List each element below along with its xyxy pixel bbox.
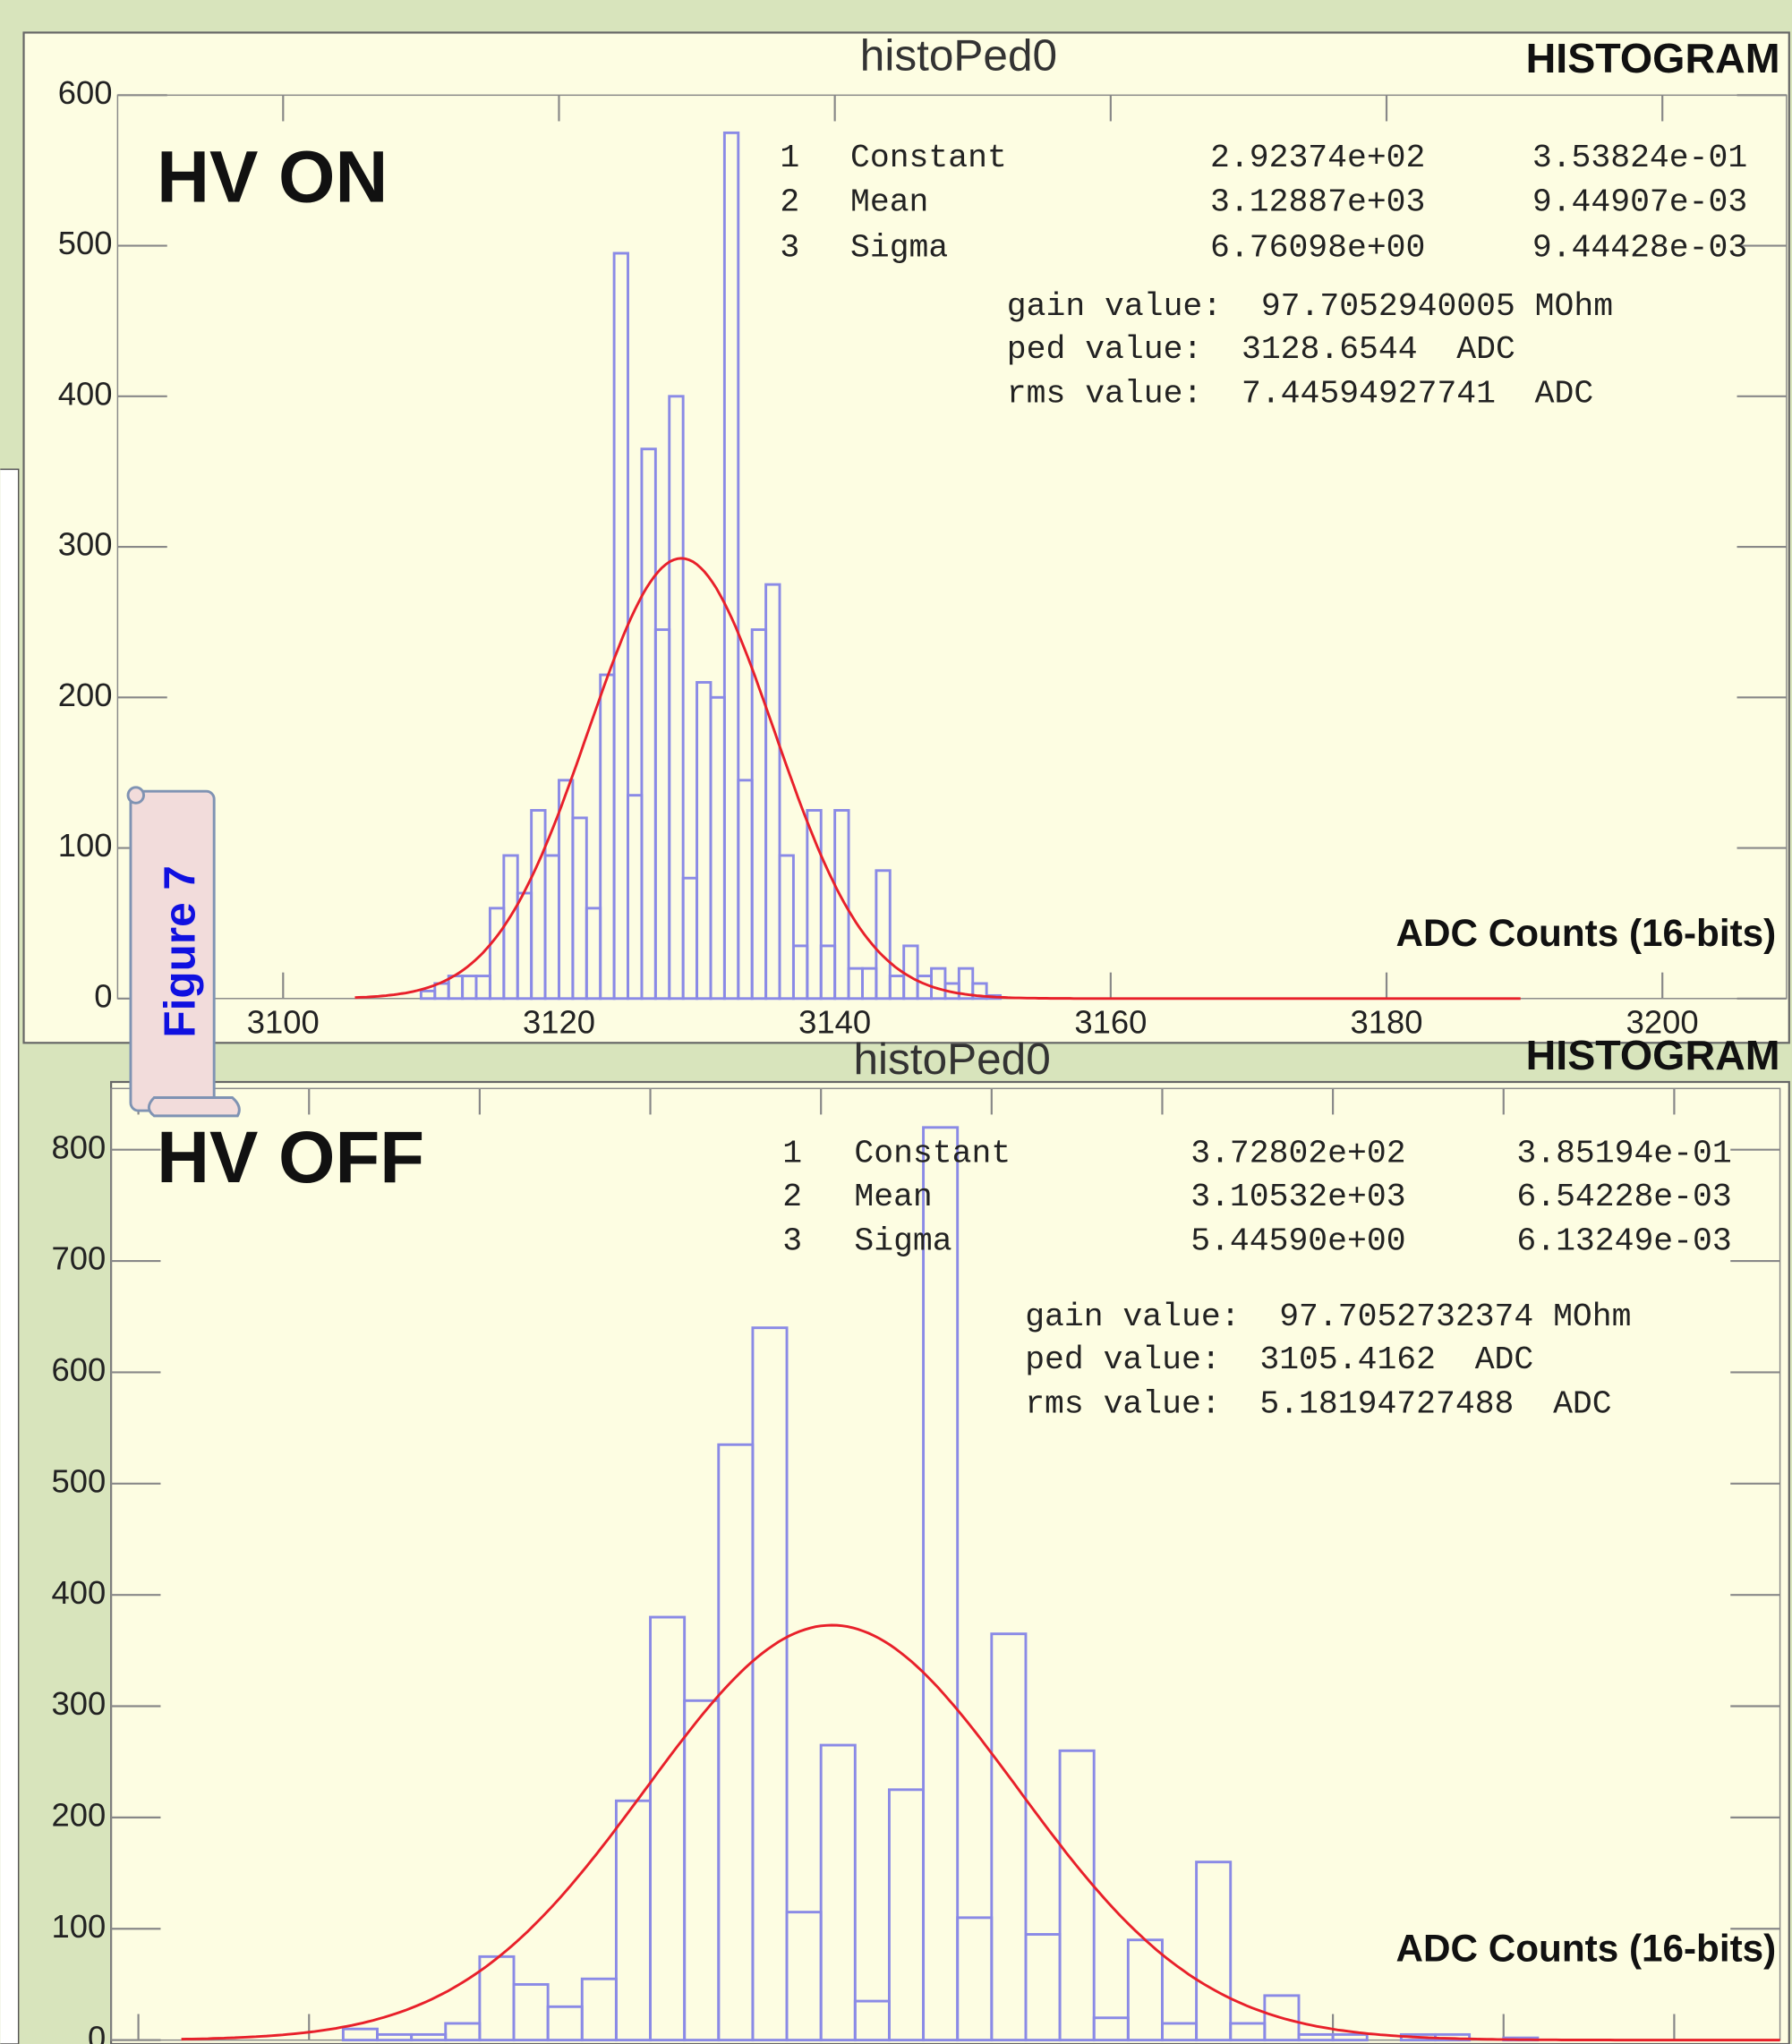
histogram-bar xyxy=(778,854,795,1001)
annotation: rms value: 5.18194727488 ADC xyxy=(1025,1385,1611,1422)
fit-name: Sigma xyxy=(850,229,948,266)
y-tick-label: 300 xyxy=(58,526,113,563)
x-axis-label: ADC Counts (16-bits) xyxy=(1396,912,1777,954)
fit-value: 2.92374e+02 xyxy=(1210,140,1425,176)
scroll-curl xyxy=(126,786,145,805)
fit-error: 3.53824e-01 xyxy=(1532,140,1747,176)
x-tick-label: 3115 xyxy=(1127,2041,1197,2044)
histogram-bar xyxy=(922,1126,960,2042)
histogram-bar xyxy=(990,1632,1028,2042)
fit-index: 1 xyxy=(780,140,799,176)
fit-error: 6.54228e-03 xyxy=(1516,1179,1731,1215)
fit-name: Constant xyxy=(854,1136,1011,1172)
y-tick-label: 200 xyxy=(52,1797,107,1834)
y-tick-label: 800 xyxy=(52,1128,107,1165)
x-tick-label: 3100 xyxy=(614,2041,687,2044)
x-tick-label: 3125 xyxy=(1467,2041,1540,2044)
y-tick-label: 600 xyxy=(58,74,113,111)
histogram-bar xyxy=(751,1326,789,2042)
x-tick-label: 3110 xyxy=(957,2041,1027,2044)
histogram-bar xyxy=(1263,1994,1301,2042)
fit-value: 6.76098e+00 xyxy=(1210,229,1425,266)
y-tick-label: 100 xyxy=(58,827,113,864)
histogram-bar xyxy=(1195,1861,1233,2042)
fit-value: 3.10532e+03 xyxy=(1190,1179,1405,1215)
x-tick-label: 3095 xyxy=(443,2041,516,2044)
histogram-bar xyxy=(806,809,823,1001)
figure-scroll: Figure 7 xyxy=(126,786,241,1118)
scroll-curl xyxy=(147,1096,241,1118)
annotation: gain value: 97.7052732374 MOhm xyxy=(1025,1299,1631,1335)
fit-value: 3.12887e+03 xyxy=(1210,183,1425,220)
fit-index: 3 xyxy=(782,1222,802,1259)
x-tick-label: 3090 xyxy=(273,2041,346,2044)
y-tick-label: 0 xyxy=(94,977,112,1014)
histogram-bar xyxy=(668,395,685,1001)
fit-curve xyxy=(354,557,1521,1001)
fit-name: Mean xyxy=(850,183,928,220)
x-tick-label: 3100 xyxy=(247,1004,320,1041)
fit-error: 3.85194e-01 xyxy=(1516,1136,1731,1172)
histogram-bar xyxy=(764,583,781,1001)
panel-label: HV ON xyxy=(157,136,388,217)
fit-value: 3.72802e+02 xyxy=(1190,1136,1405,1172)
histogram-bar xyxy=(722,131,740,1001)
fit-error: 9.44907e-03 xyxy=(1532,183,1747,220)
side-panel xyxy=(0,468,20,2044)
histogram-bar xyxy=(833,809,850,1001)
chart-title: histoPed0 xyxy=(860,31,1057,81)
frame xyxy=(22,31,1790,1044)
histogram-bar xyxy=(1331,2032,1369,2042)
fit-name: Sigma xyxy=(854,1222,951,1259)
y-tick-label: 100 xyxy=(52,1908,107,1945)
y-tick-label: 0 xyxy=(88,2019,106,2044)
y-tick-label: 400 xyxy=(52,1574,107,1611)
y-tick-label: 500 xyxy=(52,1462,107,1499)
fit-index: 3 xyxy=(780,229,799,266)
y-tick-label: 400 xyxy=(58,375,113,412)
fit-index: 2 xyxy=(780,183,799,220)
annotation: rms value: 7.44594927741 ADC xyxy=(1007,376,1593,413)
y-tick-label: 700 xyxy=(52,1240,107,1277)
x-tick-label: 3120 xyxy=(1297,2041,1370,2044)
x-tick-label: 3200 xyxy=(1626,1004,1699,1041)
annotation: ped value: 3105.4162 ADC xyxy=(1025,1341,1533,1378)
fit-value: 5.44590e+00 xyxy=(1190,1222,1405,1259)
panel-label: HV OFF xyxy=(157,1117,424,1198)
x-axis-label: ADC Counts (16-bits) xyxy=(1396,1928,1777,1970)
frame xyxy=(110,1080,1790,2044)
histogram-bar xyxy=(1058,1749,1096,2042)
y-tick-label: 200 xyxy=(58,677,113,713)
fit-index: 1 xyxy=(782,1136,802,1172)
fit-name: Mean xyxy=(854,1179,932,1215)
annotation: gain value: 97.7052940005 MOhm xyxy=(1007,288,1613,325)
x-tick-label: 3105 xyxy=(785,2041,858,2044)
x-tick-label: 3160 xyxy=(1074,1004,1147,1041)
figure-label: Figure 7 xyxy=(155,865,204,1038)
x-tick-label: 3180 xyxy=(1351,1004,1423,1041)
badge: HISTOGRAM xyxy=(1526,1032,1780,1078)
fit-curve xyxy=(181,1623,1780,2042)
y-tick-label: 300 xyxy=(52,1685,107,1722)
y-tick-label: 500 xyxy=(58,225,113,261)
x-tick-label: 3085 xyxy=(102,2041,175,2044)
chart-title: histoPed0 xyxy=(854,1035,1051,1084)
badge: HISTOGRAM xyxy=(1526,35,1780,81)
histogram-bar xyxy=(971,982,988,1001)
fit-error: 6.13249e-03 xyxy=(1516,1222,1731,1259)
annotation: ped value: 3128.6544 ADC xyxy=(1007,331,1515,368)
fit-index: 2 xyxy=(782,1179,802,1215)
x-tick-label: 3120 xyxy=(523,1004,595,1041)
histogram-bar xyxy=(875,869,892,1001)
x-tick-label: 3130 xyxy=(1638,2041,1711,2044)
y-tick-label: 600 xyxy=(52,1351,107,1388)
fit-name: Constant xyxy=(850,140,1007,176)
histogram-bar xyxy=(819,1743,857,2042)
fit-error: 9.44428e-03 xyxy=(1532,229,1747,266)
x-tick-label: 3140 xyxy=(798,1004,871,1041)
